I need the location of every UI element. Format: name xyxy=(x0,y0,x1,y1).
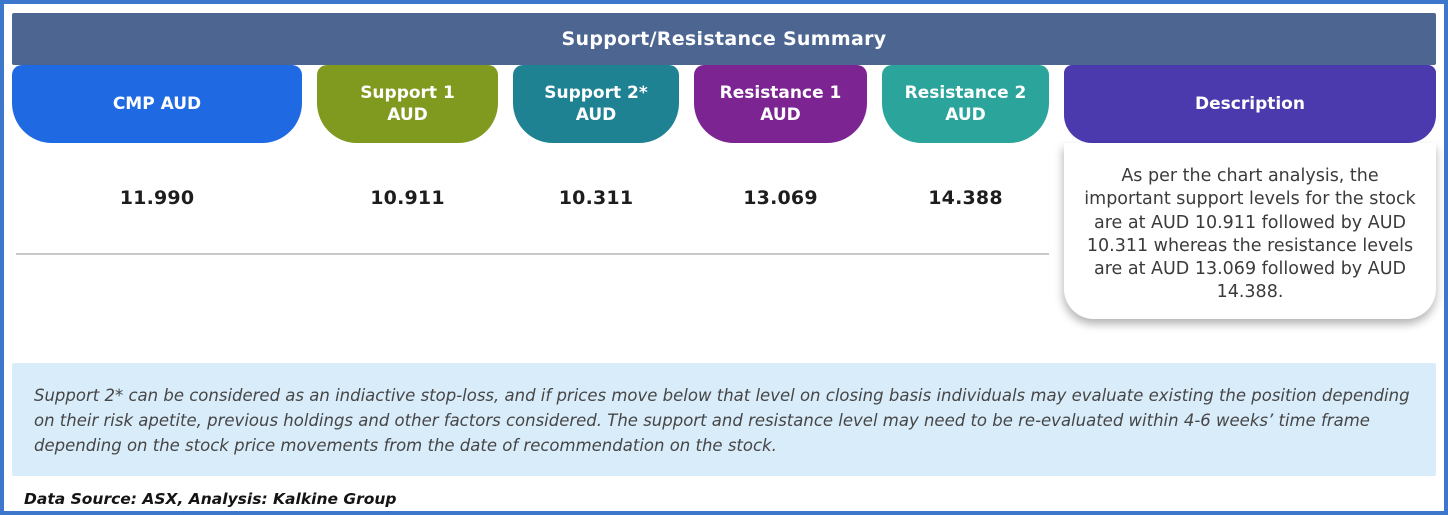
column-header-resistance1-line1: Resistance 1 xyxy=(719,83,842,103)
row-separator xyxy=(16,253,1049,255)
column-header-resistance2-line2: AUD xyxy=(945,105,986,125)
value-support1: 10.911 xyxy=(370,187,445,209)
column-header-support2: Support 2* AUD xyxy=(513,65,679,143)
column-header-resistance2: Resistance 2 AUD xyxy=(882,65,1049,143)
column-header-resistance1: Resistance 1 AUD xyxy=(694,65,867,143)
support-resistance-table: CMP AUD Support 1 AUD Support 2* AUD Res… xyxy=(12,65,1436,319)
column-header-resistance1-line2: AUD xyxy=(760,105,801,125)
column-header-resistance2-line1: Resistance 2 xyxy=(904,83,1027,103)
column-header-support2-line1: Support 2* xyxy=(544,83,648,103)
column-header-description: Description xyxy=(1064,65,1436,143)
value-support2: 10.311 xyxy=(558,187,634,209)
column-header-support1-line1: Support 1 xyxy=(360,83,455,103)
column-header-description-label: Description xyxy=(1195,94,1305,114)
stop-loss-note-box: Support 2* can be considered as an india… xyxy=(12,363,1436,477)
column-header-support1-line2: AUD xyxy=(387,105,428,125)
column-header-support1: Support 1 AUD xyxy=(317,65,498,143)
value-resistance2: 14.388 xyxy=(928,187,1003,209)
value-resistance1: 13.069 xyxy=(743,187,818,209)
column-header-cmp-line1: CMP AUD xyxy=(112,94,202,114)
column-header-support2-line2: AUD xyxy=(575,105,617,125)
description-card: As per the chart analysis, the important… xyxy=(1064,143,1436,319)
description-text: As per the chart analysis, the important… xyxy=(1084,166,1416,303)
value-cmp: 11.990 xyxy=(119,187,195,209)
summary-title: Support/Resistance Summary xyxy=(561,28,887,50)
stop-loss-note-text: Support 2* can be considered as an india… xyxy=(34,386,1410,456)
data-source-line: Data Source: ASX, Analysis: Kalkine Grou… xyxy=(24,490,397,509)
summary-header-bar: Support/Resistance Summary xyxy=(12,13,1436,65)
column-header-cmp: CMP AUD xyxy=(12,65,302,143)
